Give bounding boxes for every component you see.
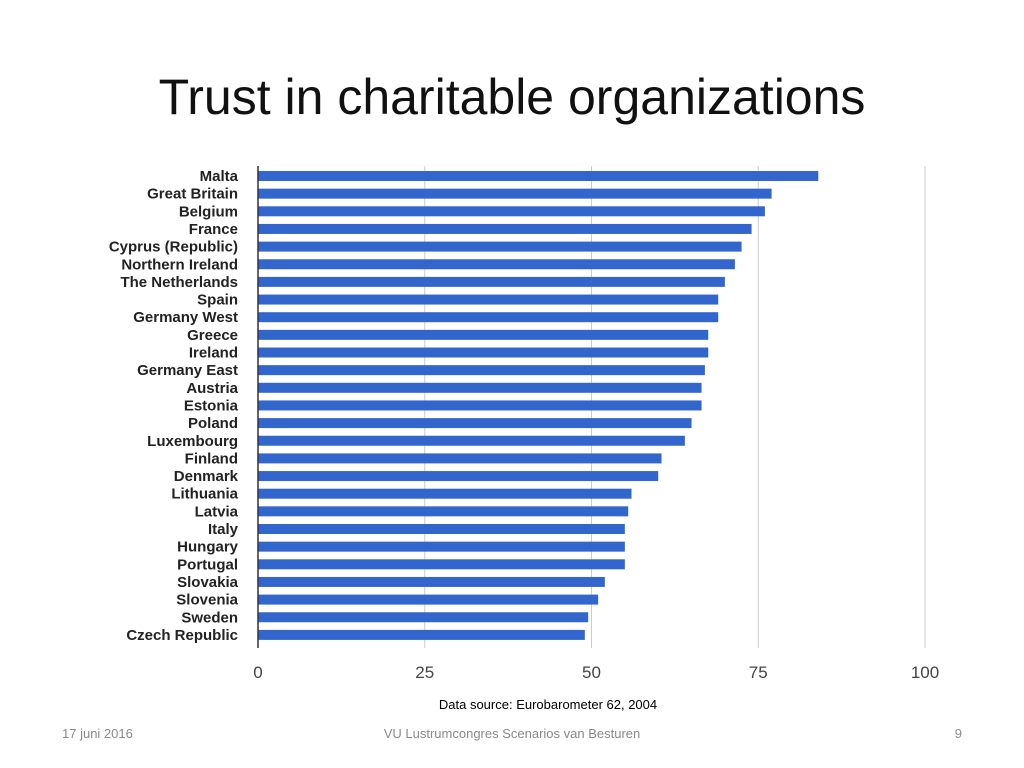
category-label: Czech Republic — [126, 627, 238, 644]
bar-italy — [258, 524, 625, 534]
bar-hungary — [258, 541, 625, 552]
bar-latvia — [258, 506, 629, 517]
category-label: Cyprus (Republic) — [109, 239, 238, 256]
footer-date: 17 juni 2016 — [62, 726, 133, 741]
bar-czech-republic — [258, 629, 585, 640]
bar-germany-west — [258, 312, 719, 323]
category-label: Slovenia — [176, 592, 238, 609]
bar-cyprus-republic — [258, 241, 742, 252]
category-label: Spain — [197, 292, 238, 309]
category-label: Luxembourg — [147, 433, 238, 450]
category-label: Northern Ireland — [121, 256, 238, 273]
category-label: Ireland — [189, 345, 238, 362]
bar-slovenia — [258, 594, 599, 605]
category-label: Portugal — [177, 556, 238, 573]
category-label: Malta — [200, 168, 239, 185]
category-label: Great Britain — [147, 186, 238, 203]
bar-denmark — [258, 471, 659, 482]
bar-germany-east — [258, 365, 705, 376]
bar-malta — [258, 171, 819, 181]
bar-estonia — [258, 400, 702, 411]
bar-luxembourg — [258, 435, 685, 446]
bar-finland — [258, 453, 662, 464]
category-label: Germany West — [133, 309, 238, 326]
bar-belgium — [258, 206, 765, 217]
category-label: Denmark — [174, 468, 239, 485]
category-label: France — [189, 221, 238, 238]
category-label: Belgium — [179, 203, 238, 220]
category-label: Germany East — [137, 362, 238, 379]
bar-austria — [258, 382, 702, 393]
bar-portugal — [258, 559, 625, 570]
slide-title: Trust in charitable organizations — [158, 69, 866, 125]
bar-lithuania — [258, 488, 632, 499]
category-label: Hungary — [177, 539, 239, 556]
category-label: Austria — [186, 380, 238, 397]
x-tick-label: 75 — [749, 663, 768, 682]
bar-greece — [258, 329, 709, 340]
category-label: The Netherlands — [120, 274, 238, 291]
x-axis-tick-labels: 0 25 50 75 100 — [253, 663, 939, 682]
x-tick-label: 50 — [582, 663, 601, 682]
x-tick-label: 0 — [253, 663, 262, 682]
category-label: Latvia — [195, 503, 239, 520]
footer-event: VU Lustrumcongres Scenarios van Besturen — [383, 726, 641, 741]
bar-northern-ireland — [258, 259, 735, 270]
bar-great-britain — [258, 188, 772, 199]
category-label: Estonia — [184, 397, 239, 414]
bar-poland — [258, 418, 692, 429]
category-label: Finland — [185, 450, 238, 467]
category-label: Slovakia — [177, 574, 239, 591]
category-label: Sweden — [181, 609, 238, 626]
data-source-note: Data source: Eurobarometer 62, 2004 — [438, 697, 658, 712]
slide-number: 9 — [954, 726, 962, 741]
bars — [258, 171, 819, 640]
category-label: Italy — [208, 521, 239, 538]
bar-the-netherlands — [258, 276, 725, 287]
category-label: Greece — [187, 327, 238, 344]
category-label: Lithuania — [171, 486, 238, 503]
x-tick-label: 25 — [415, 663, 434, 682]
bar-slovakia — [258, 576, 605, 587]
bar-spain — [258, 294, 719, 305]
bar-france — [258, 223, 752, 234]
bar-sweden — [258, 612, 589, 623]
x-tick-label: 100 — [911, 663, 939, 682]
bar-ireland — [258, 347, 709, 358]
category-label: Poland — [188, 415, 238, 432]
